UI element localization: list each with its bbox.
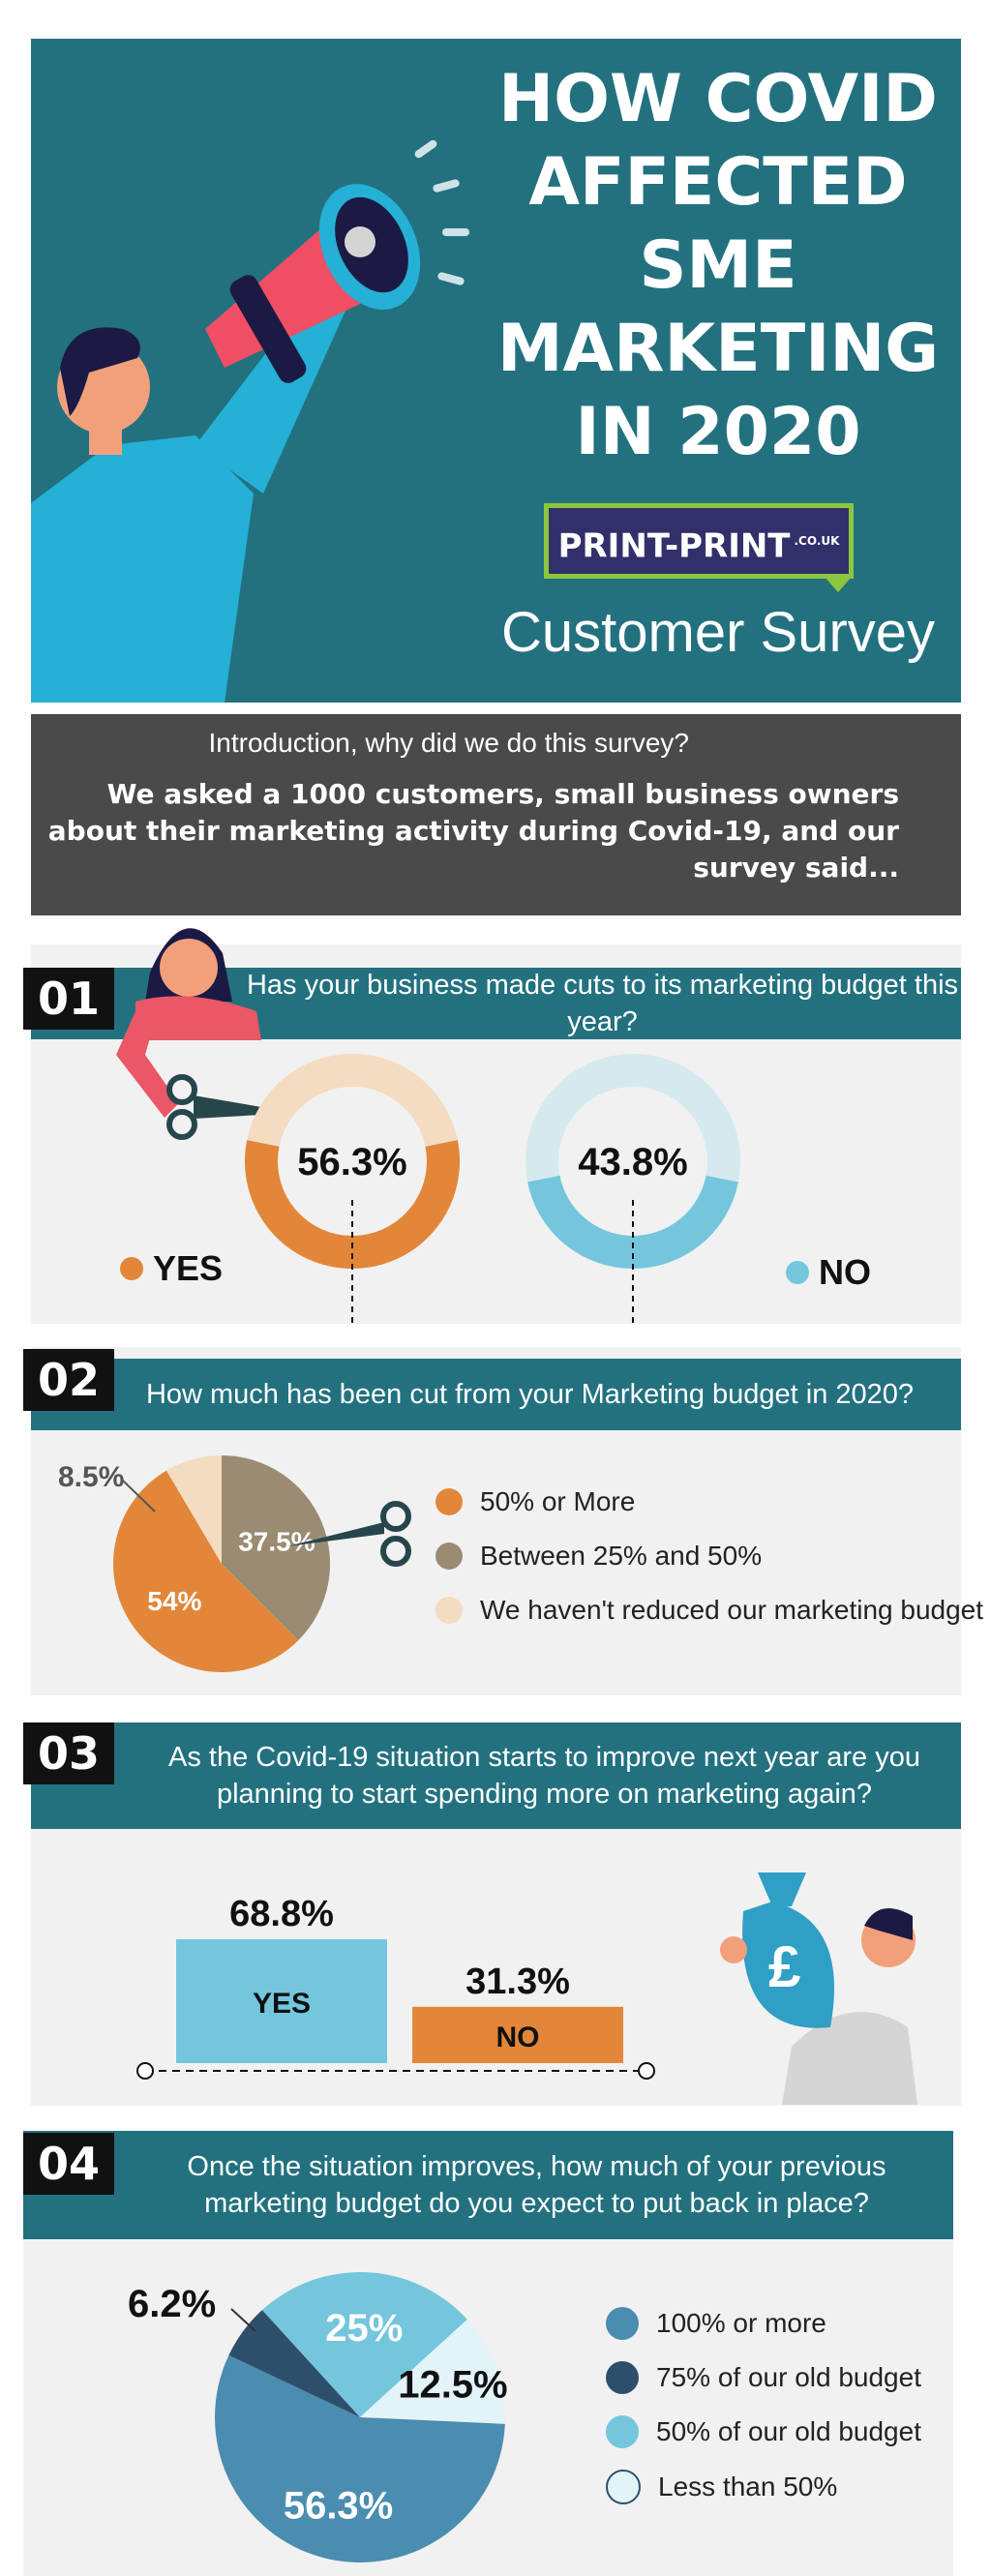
legend-dot bbox=[435, 1597, 463, 1624]
legend-item: 100% or more bbox=[606, 2307, 921, 2340]
intro-panel: Introduction, why did we do this survey?… bbox=[31, 714, 961, 915]
intro-question: Introduction, why did we do this survey? bbox=[208, 728, 689, 758]
legend-dot bbox=[606, 2361, 639, 2394]
q1-donut-chart: 56.3% 43.8% YES NO bbox=[120, 1054, 871, 1326]
donut-segment-no bbox=[527, 1175, 738, 1269]
woman-scissors-illustration bbox=[116, 928, 261, 1118]
hero-banner: HOW COVID AFFECTED SME MARKETING IN 2020… bbox=[31, 39, 961, 703]
pie-slice-less-than-50 bbox=[360, 2319, 505, 2424]
q1-number-badge: 01 bbox=[23, 968, 114, 1030]
intro-answer: We asked a 1000 customers, small busines… bbox=[47, 778, 899, 884]
brand-logo: PRINT-PRINT .CO.UK bbox=[544, 503, 854, 579]
legend-item: We haven't reduced our marketing budget bbox=[435, 1595, 983, 1626]
donut-value-label: 56.3% bbox=[297, 1141, 406, 1183]
q2-number-badge: 02 bbox=[23, 1349, 114, 1411]
logo-tail bbox=[825, 577, 852, 592]
bar-category-label: NO bbox=[496, 2022, 540, 2053]
legend-label: 100% or more bbox=[656, 2308, 826, 2338]
legend-label: Between 25% and 50% bbox=[480, 1541, 763, 1571]
legend-label: 50% of our old budget bbox=[656, 2416, 921, 2446]
q2-legend: 50% or More Between 25% and 50% We haven… bbox=[435, 1486, 983, 1649]
legend-yes-dot bbox=[120, 1257, 143, 1280]
title-line: MARKETING bbox=[496, 311, 940, 387]
legend-label: 50% or More bbox=[480, 1486, 636, 1516]
legend-label: Less than 50% bbox=[658, 2471, 838, 2501]
pie-slice-75-of-our-old-budget bbox=[228, 2310, 360, 2417]
q4-number-badge: 04 bbox=[23, 2133, 114, 2195]
q1-question-text: Has your business made cuts to its marke… bbox=[246, 970, 959, 1037]
logo-sub-text: .CO.UK bbox=[794, 534, 840, 548]
legend-label: 75% of our old budget bbox=[656, 2362, 921, 2392]
bar-no bbox=[412, 2006, 623, 2063]
q2-label-small-slice: 8.5% bbox=[58, 1461, 124, 1493]
legend-dot bbox=[435, 1543, 463, 1570]
pie-value-label: 37.5% bbox=[238, 1526, 315, 1556]
title-line: AFFECTED bbox=[528, 144, 908, 221]
legend-dot bbox=[606, 2470, 641, 2504]
scissors-icon bbox=[287, 1501, 411, 1567]
bar-yes bbox=[176, 1939, 387, 2063]
q4-pie-chart: 25% 12.5% 56.3% 6.2% bbox=[128, 2272, 508, 2562]
legend-dot bbox=[606, 2415, 639, 2448]
pie-slice-50-of-our-old-budget bbox=[261, 2272, 467, 2417]
legend-item: Less than 50% bbox=[606, 2470, 921, 2504]
bar-value-label: 31.3% bbox=[465, 1962, 570, 2002]
legend-item: 50% or More bbox=[435, 1486, 983, 1517]
q3-question-bar: As the Covid-19 situation starts to impr… bbox=[31, 1722, 961, 1829]
q3-bar-chart: YES 68.8% NO 31.3% bbox=[136, 1894, 655, 2080]
q4-legend: 100% or more 75% of our old budget 50% o… bbox=[606, 2307, 921, 2526]
megaphone-illustration bbox=[31, 139, 469, 703]
legend-yes-label: YES bbox=[153, 1248, 223, 1288]
q4-question-bar: Once the situation improves, how much of… bbox=[23, 2131, 953, 2239]
legend-label: We haven't reduced our marketing budget bbox=[480, 1595, 984, 1625]
legend-dot bbox=[606, 2307, 639, 2340]
q2-question-text: How much has been cut from your Marketin… bbox=[145, 1379, 915, 1410]
title-line: IN 2020 bbox=[575, 394, 861, 470]
q3-number-badge: 03 bbox=[23, 1722, 114, 1784]
pie-slice-between-25-and-50 bbox=[222, 1455, 331, 1641]
q4-label-small-slice: 6.2% bbox=[128, 2283, 216, 2325]
legend-item: 75% of our old budget bbox=[606, 2361, 921, 2394]
logo-text: PRINT-PRINT bbox=[557, 526, 791, 566]
title-line: HOW COVID bbox=[498, 61, 938, 137]
pie-slice-we-haven-t-reduced-our-marketing-budget bbox=[165, 1455, 222, 1564]
pie-value-label: 12.5% bbox=[398, 2363, 507, 2406]
legend-item: 50% of our old budget bbox=[606, 2415, 921, 2448]
pie-value-label: 56.3% bbox=[284, 2484, 393, 2527]
q3-question-text: As the Covid-19 situation starts to impr… bbox=[168, 1742, 920, 1810]
q2-question-bar: How much has been cut from your Marketin… bbox=[31, 1359, 961, 1430]
pie-value-label: 25% bbox=[325, 2307, 403, 2350]
donut-value-label: 43.8% bbox=[578, 1141, 687, 1183]
bar-value-label: 68.8% bbox=[229, 1894, 334, 1934]
legend-no-dot bbox=[786, 1261, 809, 1284]
pound-icon: £ bbox=[768, 1934, 800, 1999]
q4-question-text: Once the situation improves, how much of… bbox=[187, 2151, 886, 2219]
baseline-end bbox=[638, 2062, 655, 2080]
man-money-bag-illustration: £ bbox=[720, 1872, 917, 2105]
legend-dot bbox=[435, 1488, 463, 1515]
legend-no-label: NO bbox=[819, 1252, 871, 1292]
baseline-end bbox=[136, 2062, 154, 2080]
pie-slice-50-or-more bbox=[112, 1470, 299, 1672]
page-title: HOW COVID AFFECTED SME MARKETING IN 2020 bbox=[486, 58, 950, 474]
donut-segment-yes bbox=[245, 1140, 460, 1269]
legend-item: Between 25% and 50% bbox=[435, 1541, 983, 1572]
q2-pie-chart: 37.5% 54% 8.5% bbox=[58, 1455, 411, 1672]
title-line: SME bbox=[639, 227, 797, 304]
bar-category-label: YES bbox=[253, 1988, 311, 2020]
survey-subtitle: Customer Survey bbox=[500, 601, 936, 664]
pie-slice-100-or-more bbox=[215, 2354, 505, 2562]
pie-value-label: 54% bbox=[147, 1586, 201, 1616]
